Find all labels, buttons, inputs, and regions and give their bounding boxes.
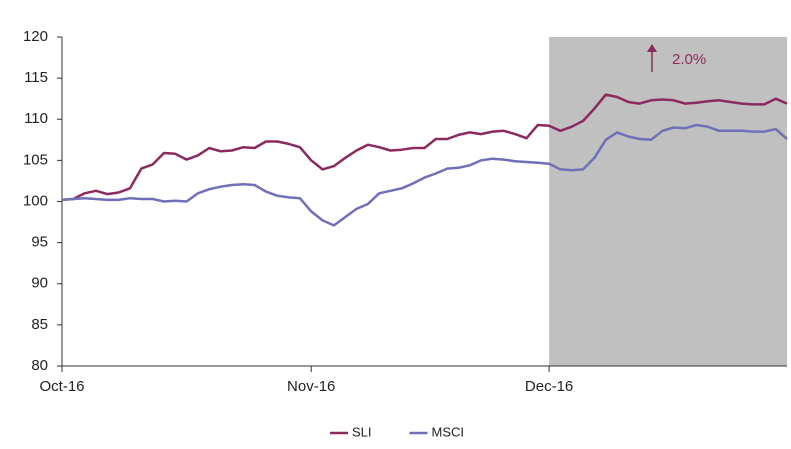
y-tick-label: 110 <box>24 110 48 127</box>
annotation: 2.0% <box>672 51 706 68</box>
y-tick-label: 80 <box>31 357 48 374</box>
shaded-region <box>549 37 787 366</box>
annotation-arrowhead <box>647 44 657 52</box>
y-tick-label: 105 <box>23 151 48 168</box>
y-tick-label: 115 <box>24 69 48 86</box>
y-tick-label: 85 <box>31 316 48 333</box>
y-tick-label: 100 <box>23 192 48 209</box>
x-tick-label: Oct-16 <box>39 378 84 395</box>
y-tick-label: 95 <box>31 234 48 251</box>
x-tick-label: Nov-16 <box>287 378 335 395</box>
line-series <box>61 93 788 202</box>
legend-label: SLI <box>352 424 372 439</box>
x-tick-label: Dec-16 <box>525 378 573 395</box>
legend-label: MSCI <box>432 424 465 439</box>
y-tick-label: 90 <box>31 275 48 292</box>
line-series <box>61 123 788 227</box>
y-tick-label: 120 <box>23 28 48 45</box>
